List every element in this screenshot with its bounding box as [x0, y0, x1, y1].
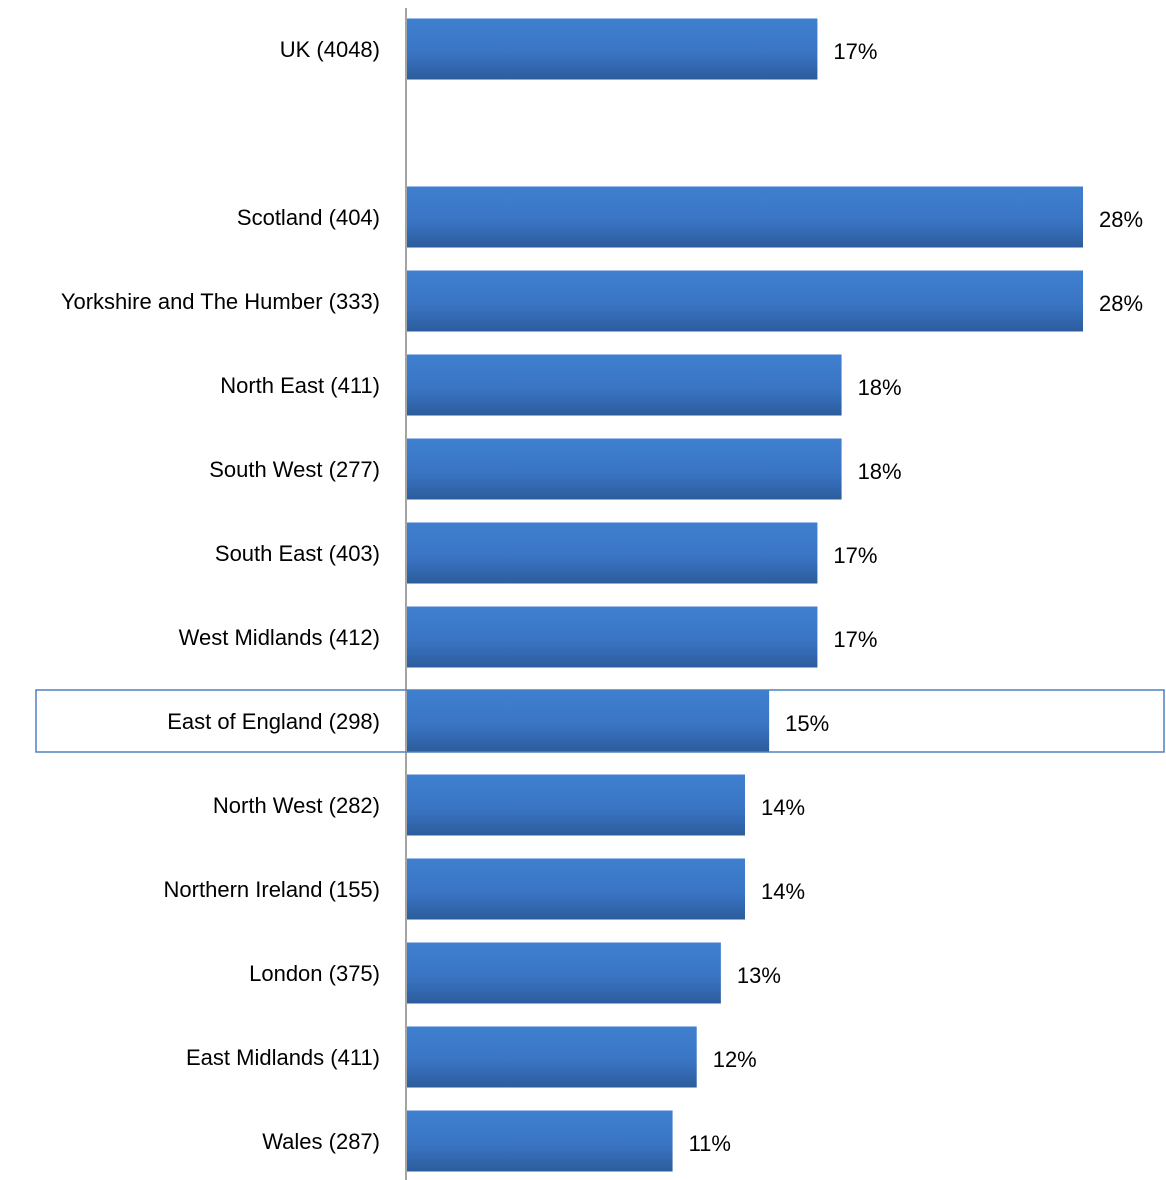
category-label: London (375)	[249, 961, 380, 986]
category-label: North West (282)	[213, 793, 380, 818]
category-label: Yorkshire and The Humber (333)	[61, 289, 380, 314]
value-label: 17%	[833, 543, 877, 568]
bars-layer	[407, 19, 1083, 1172]
value-label: 14%	[761, 795, 805, 820]
value-label: 11%	[689, 1131, 731, 1156]
category-label: East of England (298)	[167, 709, 380, 734]
value-label: 12%	[713, 1047, 757, 1072]
category-label: North East (411)	[220, 373, 380, 398]
bar	[407, 775, 745, 836]
value-label: 18%	[858, 459, 902, 484]
category-label: East Midlands (411)	[186, 1045, 380, 1070]
category-label: Scotland (404)	[237, 205, 380, 230]
bar	[407, 271, 1083, 332]
value-label: 28%	[1099, 207, 1143, 232]
value-label: 14%	[761, 879, 805, 904]
bar	[407, 439, 842, 500]
bar	[407, 19, 817, 80]
bar	[407, 859, 745, 920]
bar	[407, 1111, 673, 1172]
bar	[407, 187, 1083, 248]
bar	[407, 691, 769, 752]
bar	[407, 943, 721, 1004]
value-label: 13%	[737, 963, 781, 988]
bar	[407, 523, 817, 584]
category-label: South East (403)	[215, 541, 380, 566]
category-label: West Midlands (412)	[179, 625, 380, 650]
value-label: 15%	[785, 711, 829, 736]
category-label: Wales (287)	[262, 1129, 380, 1154]
bar	[407, 607, 817, 668]
category-label: Northern Ireland (155)	[164, 877, 380, 902]
value-label: 17%	[833, 627, 877, 652]
bar	[407, 355, 842, 416]
category-label: South West (277)	[209, 457, 380, 482]
category-label: UK (4048)	[280, 37, 380, 62]
value-label: 17%	[833, 39, 877, 64]
value-label: 28%	[1099, 291, 1143, 316]
value-label: 18%	[858, 375, 902, 400]
bar	[407, 1027, 697, 1088]
